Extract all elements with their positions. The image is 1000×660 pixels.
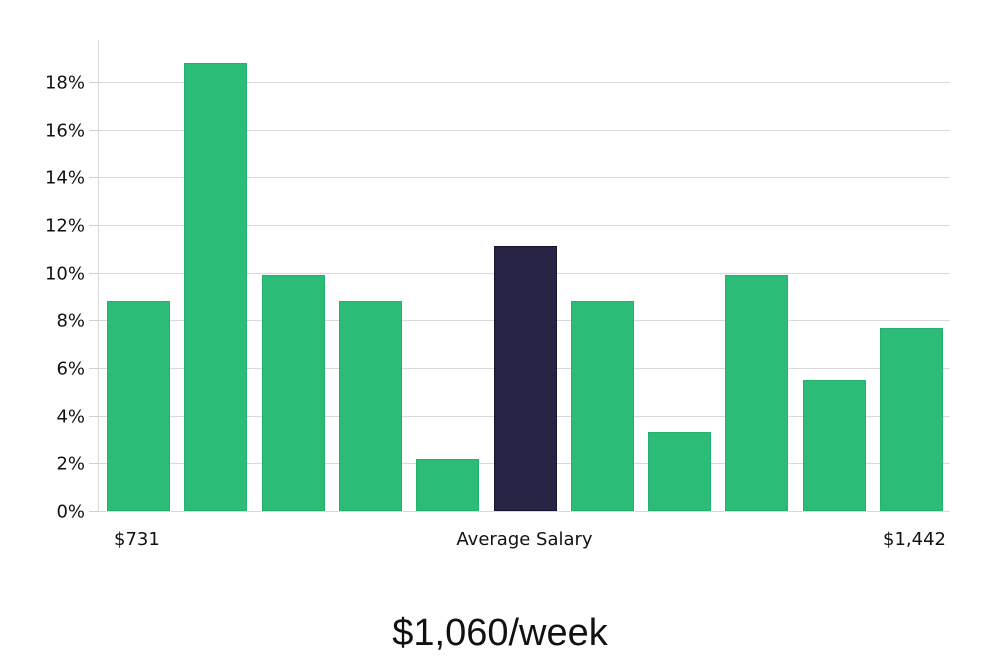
y-tick-label: 2% bbox=[56, 453, 85, 475]
x-axis-title: Average Salary bbox=[456, 529, 593, 550]
gridline bbox=[99, 82, 950, 83]
bar bbox=[339, 301, 402, 511]
y-tick-label: 0% bbox=[56, 501, 85, 523]
bar bbox=[803, 380, 866, 511]
y-tick-mark bbox=[89, 320, 99, 321]
bar bbox=[571, 301, 634, 511]
y-tick-mark bbox=[89, 177, 99, 178]
y-tick-label: 12% bbox=[44, 215, 85, 237]
gridline bbox=[99, 225, 950, 226]
average-salary-value: $1,060/week bbox=[392, 612, 608, 654]
y-tick-mark bbox=[89, 225, 99, 226]
y-tick-mark bbox=[89, 130, 99, 131]
bar bbox=[725, 275, 788, 511]
bar-average-highlight bbox=[494, 246, 557, 511]
y-tick-mark bbox=[89, 463, 99, 464]
y-tick-label: 10% bbox=[44, 263, 85, 285]
y-tick-mark bbox=[89, 82, 99, 83]
bar bbox=[648, 432, 711, 511]
bar bbox=[880, 328, 943, 511]
y-tick-label: 6% bbox=[56, 358, 85, 380]
gridline bbox=[99, 177, 950, 178]
y-tick-label: 4% bbox=[56, 406, 85, 428]
y-tick-label: 18% bbox=[44, 72, 85, 94]
bar bbox=[416, 459, 479, 511]
y-tick-mark bbox=[89, 273, 99, 274]
bar bbox=[184, 63, 247, 511]
gridline bbox=[99, 511, 950, 512]
y-tick-mark bbox=[89, 511, 99, 512]
x-axis-min-label: $731 bbox=[114, 529, 160, 550]
y-tick-label: 16% bbox=[44, 120, 85, 142]
y-tick-mark bbox=[89, 368, 99, 369]
y-tick-mark bbox=[89, 416, 99, 417]
y-tick-label: 8% bbox=[56, 310, 85, 332]
y-tick-label: 14% bbox=[44, 167, 85, 189]
bar bbox=[262, 275, 325, 511]
y-axis-line bbox=[98, 40, 99, 512]
x-axis-max-label: $1,442 bbox=[883, 529, 946, 550]
bar bbox=[107, 301, 170, 511]
gridline bbox=[99, 130, 950, 131]
